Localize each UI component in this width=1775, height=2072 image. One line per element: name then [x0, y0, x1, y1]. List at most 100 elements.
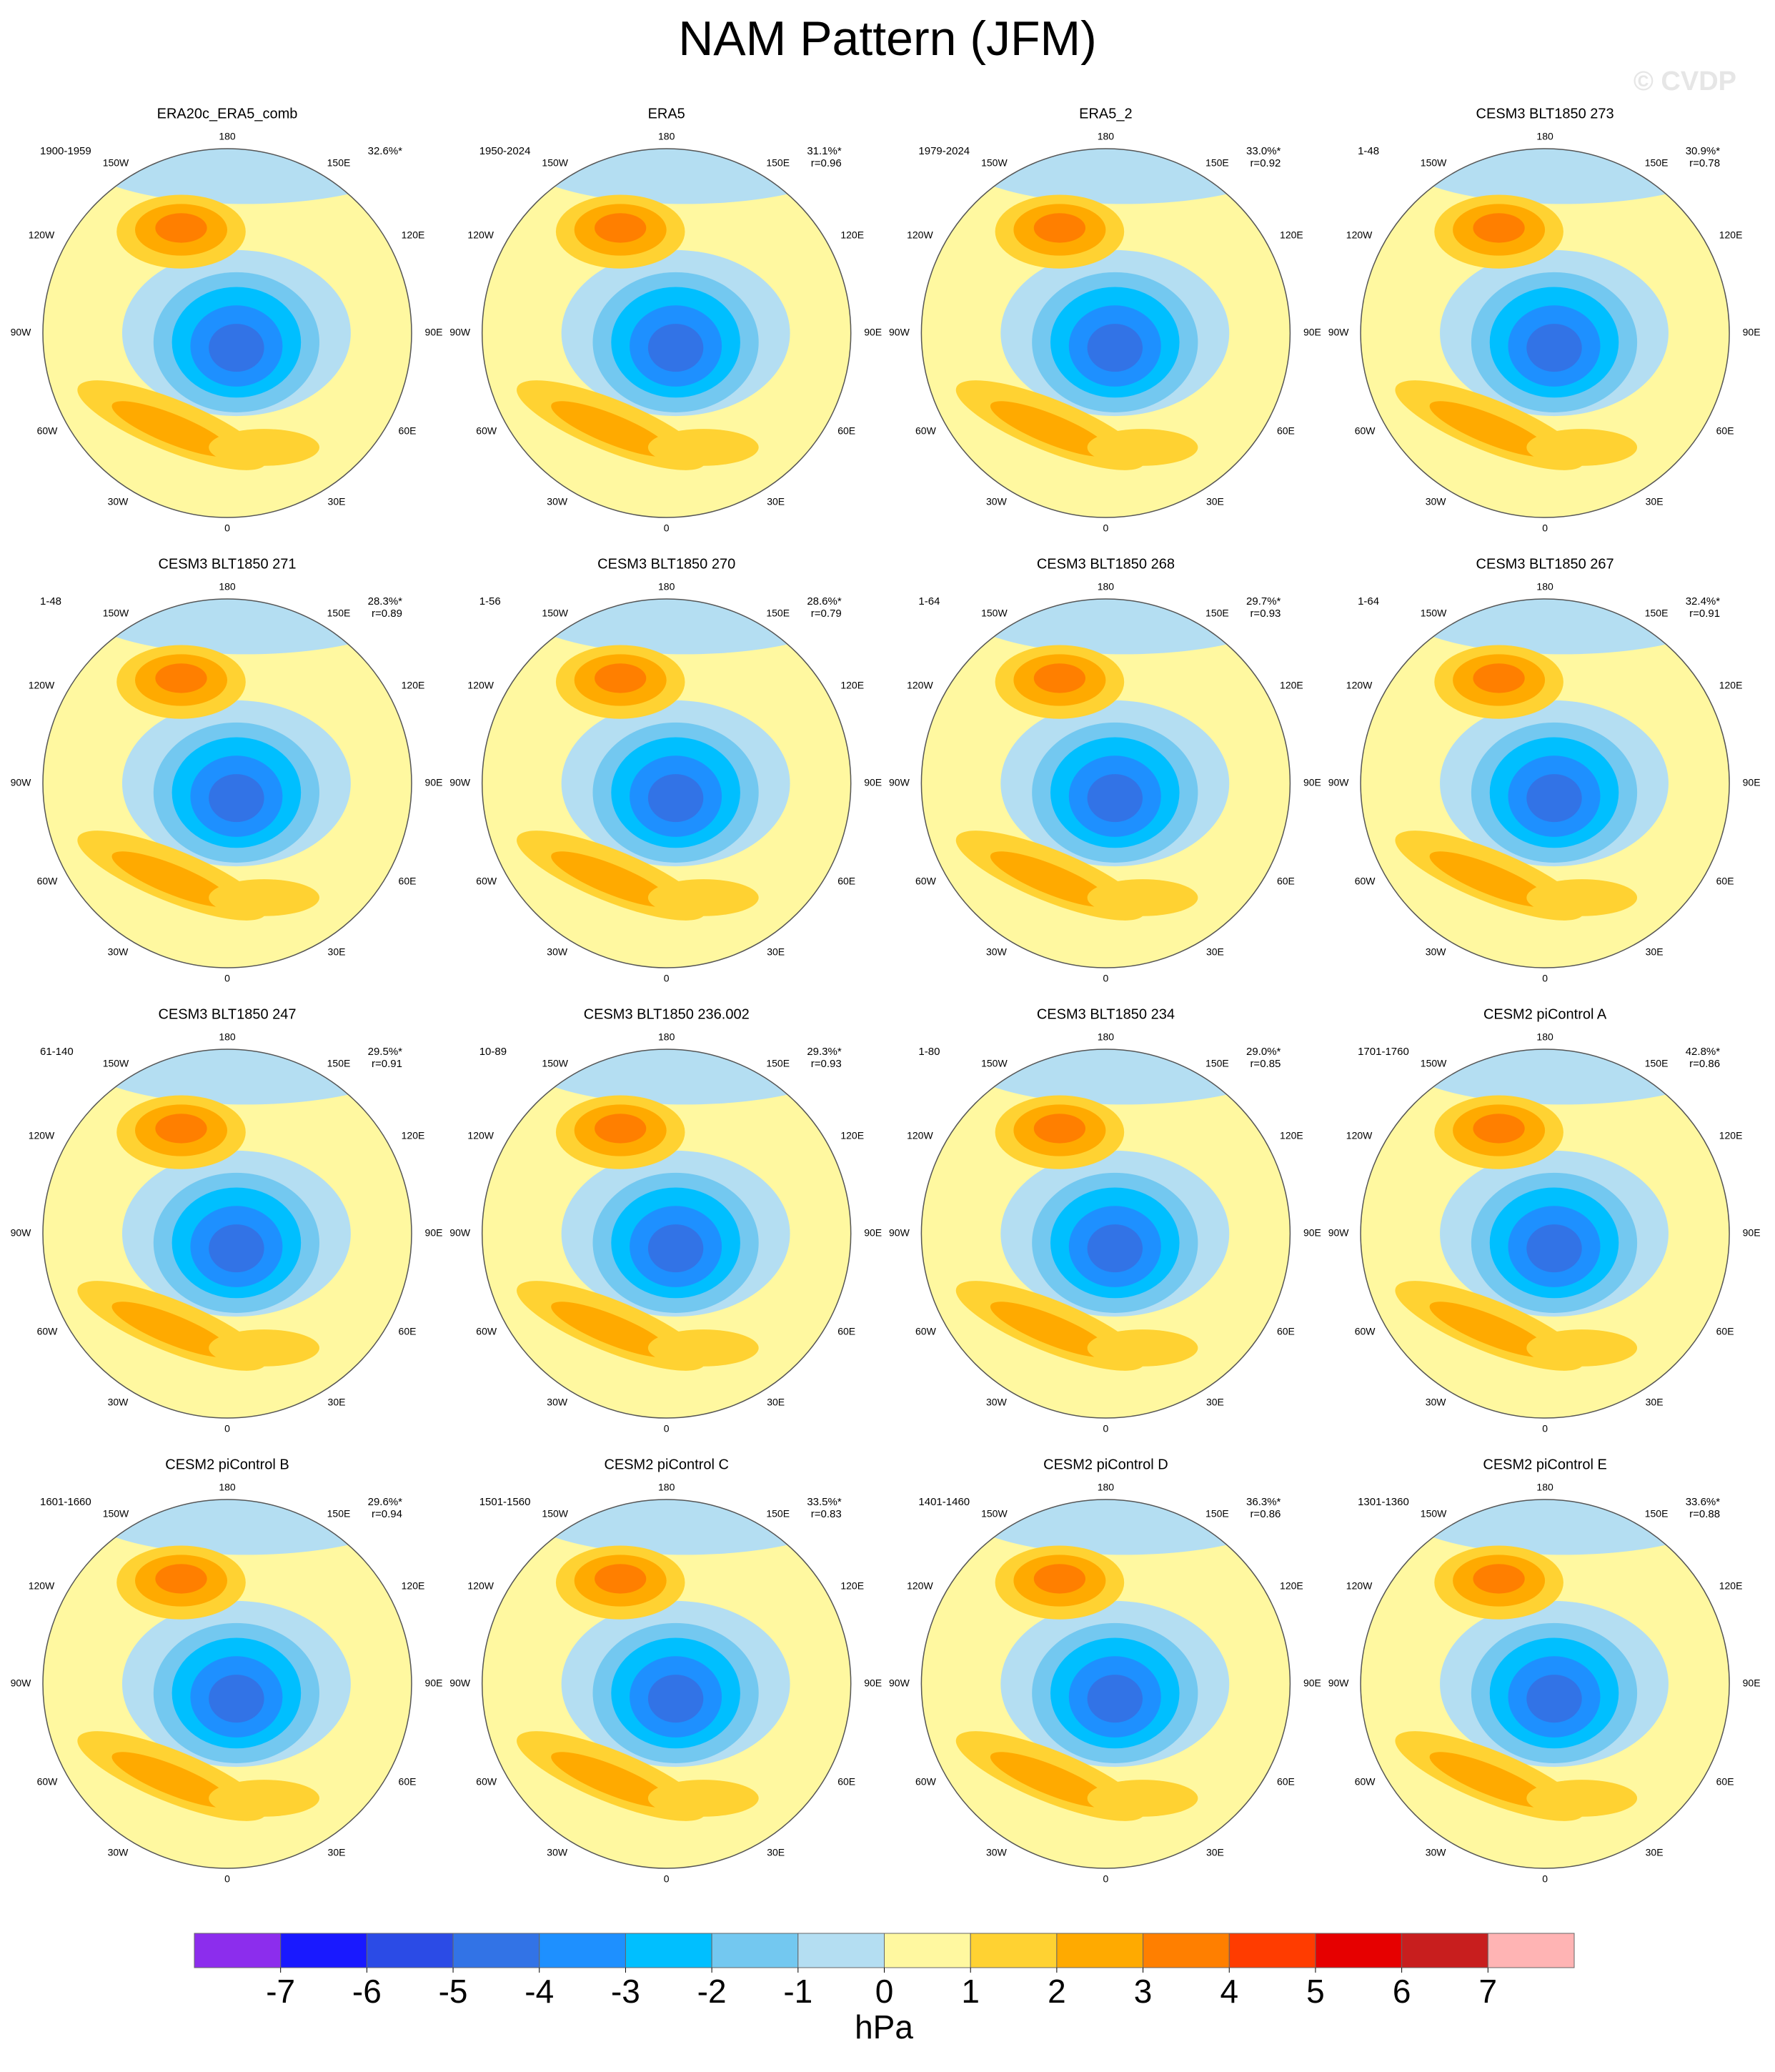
- longitude-label: 0: [224, 1423, 230, 1434]
- map-panel: [1361, 599, 1730, 968]
- longitude-label: 30W: [547, 1847, 568, 1858]
- longitude-label: 120W: [907, 1580, 933, 1592]
- correlation: r=0.86: [1689, 1058, 1720, 1070]
- longitude-label: 30W: [1426, 1397, 1447, 1408]
- longitude-label: 30E: [328, 1397, 346, 1408]
- longitude-label: 0: [1542, 973, 1548, 984]
- contour: [1473, 663, 1525, 693]
- contour: [519, 1049, 851, 1105]
- longitude-label: 150E: [766, 1058, 790, 1069]
- map-panel: [482, 599, 851, 968]
- variance: 29.5%*: [368, 1046, 403, 1058]
- colorbar-tick-label: -4: [524, 1973, 554, 2010]
- variance: 32.4%*: [1686, 595, 1721, 608]
- variance: 29.0%*: [1246, 1046, 1281, 1058]
- contour: [1473, 213, 1525, 243]
- longitude-label: 180: [219, 131, 236, 142]
- longitude-label: 0: [664, 1873, 670, 1885]
- panel-title: CESM3 BLT1850 271: [158, 556, 296, 572]
- panel-title: CESM2 piControl B: [165, 1457, 289, 1472]
- longitude-label: 90E: [1303, 1677, 1321, 1689]
- longitude-label: 0: [664, 1423, 670, 1434]
- longitude-label: 90E: [864, 1677, 882, 1689]
- longitude-label: 90E: [1743, 327, 1761, 338]
- longitude-label: 60W: [476, 876, 497, 887]
- map-border: [1360, 1049, 1730, 1419]
- period: 10-89: [479, 1046, 507, 1058]
- longitude-label: 60E: [1277, 1776, 1295, 1788]
- longitude-label: 90W: [11, 327, 32, 338]
- variance: 29.7%*: [1246, 595, 1281, 608]
- contour: [111, 1302, 232, 1358]
- longitude-label: 120E: [402, 229, 425, 241]
- contour: [1033, 1564, 1086, 1594]
- contour: [1087, 429, 1198, 466]
- contour: [551, 1302, 672, 1358]
- longitude-label: 90W: [1328, 1677, 1350, 1689]
- colorbar-swatch: [1228, 1933, 1316, 1968]
- longitude-label: 60E: [1716, 876, 1734, 887]
- longitude-label: 90E: [1303, 1227, 1321, 1239]
- longitude-label: 180: [219, 1031, 236, 1043]
- longitude-label: 60W: [37, 876, 59, 887]
- map-panel: [921, 1049, 1291, 1418]
- longitude-label: 0: [1103, 1873, 1109, 1885]
- longitude-label: 90W: [449, 777, 471, 788]
- contour: [958, 149, 1291, 204]
- longitude-label: 60E: [1716, 1326, 1734, 1337]
- longitude-label: 90W: [11, 1677, 32, 1689]
- map-border: [481, 598, 852, 968]
- colorbar-tick-label: 7: [1479, 1973, 1498, 2010]
- panel-title: CESM3 BLT1850 273: [1476, 106, 1614, 122]
- variance: 31.1%*: [807, 145, 842, 157]
- longitude-label: 60W: [476, 1326, 497, 1337]
- colorbar-tick-label: -6: [352, 1973, 382, 2010]
- longitude-label: 150E: [1645, 1058, 1669, 1069]
- watermark: © CVDP: [1634, 66, 1736, 96]
- contour: [1473, 1564, 1525, 1594]
- figure-title: NAM Pattern (JFM): [678, 11, 1097, 66]
- longitude-label: 30E: [767, 1397, 785, 1408]
- longitude-label: 30E: [1206, 496, 1224, 507]
- contour: [519, 149, 851, 204]
- longitude-label: 30E: [1646, 1397, 1664, 1408]
- longitude-label: 30E: [767, 946, 785, 958]
- map-border: [481, 148, 852, 518]
- longitude-label: 0: [1103, 973, 1109, 984]
- longitude-label: 90W: [889, 327, 910, 338]
- contour: [1429, 401, 1550, 457]
- contour: [519, 599, 851, 655]
- map-border: [481, 1499, 852, 1869]
- variance: 28.6%*: [807, 595, 842, 608]
- map-border: [920, 598, 1291, 968]
- longitude-label: 60E: [1716, 1776, 1734, 1788]
- contour: [1526, 1675, 1582, 1723]
- contour: [111, 401, 232, 457]
- contour: [209, 1224, 264, 1273]
- longitude-label: 120E: [840, 1580, 864, 1592]
- map-panel: [43, 1049, 412, 1418]
- longitude-label: 30W: [108, 496, 129, 507]
- longitude-label: 180: [658, 131, 675, 142]
- contour: [1033, 1114, 1086, 1144]
- longitude-label: 30E: [328, 1847, 346, 1858]
- longitude-label: 30E: [767, 496, 785, 507]
- longitude-label: 0: [664, 522, 670, 534]
- contour: [595, 1114, 647, 1144]
- longitude-label: 120E: [402, 1580, 425, 1592]
- longitude-label: 180: [658, 1031, 675, 1043]
- variance: 33.6%*: [1686, 1496, 1721, 1508]
- panel-title: CESM3 BLT1850 234: [1037, 1006, 1175, 1022]
- colorbar-swatch: [366, 1933, 454, 1968]
- panel-title: CESM3 BLT1850 236.002: [584, 1006, 750, 1022]
- contour: [990, 1302, 1111, 1358]
- longitude-label: 90W: [449, 1227, 471, 1239]
- correlation: r=0.93: [811, 1058, 842, 1070]
- correlation: r=0.85: [1250, 1058, 1281, 1070]
- longitude-label: 150W: [103, 608, 129, 619]
- contour: [647, 879, 759, 916]
- longitude-label: 150W: [542, 157, 568, 169]
- colorbar-tick-label: 2: [1048, 1973, 1066, 2010]
- longitude-label: 90W: [1328, 777, 1350, 788]
